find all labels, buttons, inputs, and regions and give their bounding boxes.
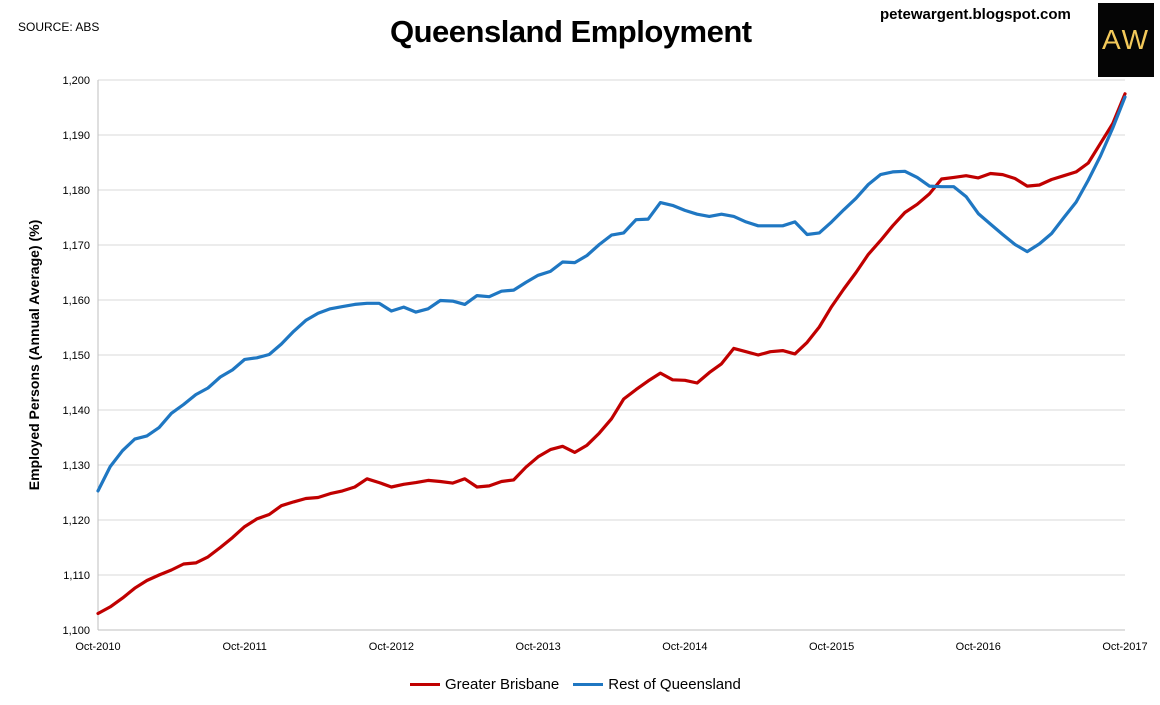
x-tick-label: Oct-2010 — [75, 641, 120, 653]
legend-label-greater-brisbane: Greater Brisbane — [445, 676, 560, 693]
legend-label-rest-of-queensland: Rest of Queensland — [608, 676, 741, 693]
x-tick-label: Oct-2013 — [516, 641, 561, 653]
y-tick-label: 1,140 — [62, 405, 90, 417]
y-tick-label: 1,180 — [62, 185, 90, 197]
aw-logo: AW — [1098, 3, 1154, 77]
x-tick-label: Oct-2011 — [222, 641, 266, 653]
series-line-rest-of-queensland — [96, 95, 1127, 493]
x-tick-label: Oct-2014 — [662, 641, 707, 653]
source-note: SOURCE: ABS — [18, 20, 100, 34]
y-tick-label: 1,190 — [62, 130, 90, 142]
legend: Greater Brisbane Rest of Queensland — [410, 676, 755, 693]
blog-url[interactable]: petewargent.blogspot.com — [880, 6, 1071, 23]
y-tick-label: 1,200 — [62, 75, 90, 87]
y-tick-label: 1,130 — [62, 460, 90, 472]
x-tick-labels: Oct-2010 Oct-2011 Oct-2012 Oct-2013 Oct-2014… — [75, 641, 1147, 653]
x-tick-label: Oct-2017 — [1102, 641, 1147, 653]
y-tick-label: 1,110 — [63, 570, 90, 582]
legend-swatch-greater-brisbane — [410, 683, 440, 686]
legend-item-rest-of-queensland[interactable]: Rest of Queensland — [573, 676, 741, 693]
x-tick-label: Oct-2015 — [809, 641, 854, 653]
y-tick-label: 1,160 — [62, 295, 90, 307]
series-lines — [96, 92, 1127, 616]
grid-lines — [97, 79, 1125, 631]
series-line-greater-brisbane — [96, 92, 1127, 616]
y-tick-label: 1,120 — [62, 515, 90, 527]
y-tick-label: 1,100 — [62, 625, 90, 637]
x-tick-label: Oct-2012 — [369, 641, 414, 653]
y-tick-labels: 1,100 1,110 1,120 1,130 1,140 1,150 1,160 1,170… — [62, 75, 90, 637]
y-tick-label: 1,170 — [62, 240, 90, 252]
y-tick-label: 1,150 — [62, 350, 90, 362]
chart-title: Queensland Employment — [390, 14, 752, 49]
legend-item-greater-brisbane[interactable]: Greater Brisbane — [410, 676, 559, 693]
legend-swatch-rest-of-queensland — [573, 683, 604, 686]
x-tick-label: Oct-2016 — [956, 641, 1001, 653]
